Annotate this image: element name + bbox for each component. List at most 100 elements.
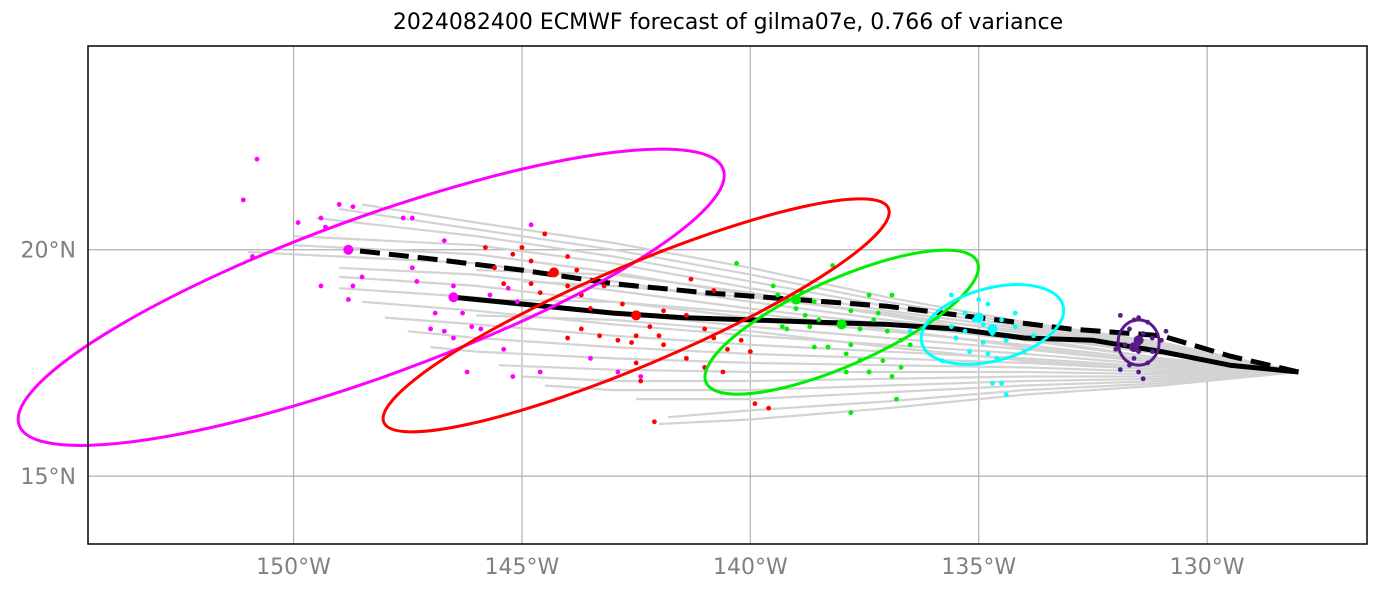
- member-dot: [779, 324, 785, 330]
- member-dot: [683, 355, 689, 361]
- member-dot: [894, 396, 899, 402]
- chart-title: 2024082400 ECMWF forecast of gilma07e, 0…: [392, 10, 1064, 35]
- member-dot: [889, 374, 895, 379]
- x-tick-label: 150°W: [256, 555, 331, 580]
- member-dot: [414, 279, 420, 284]
- member-dot: [615, 369, 621, 375]
- member-dot: [843, 369, 849, 375]
- member-dot: [702, 326, 708, 332]
- member-dot: [816, 317, 822, 323]
- member-dot: [254, 156, 260, 162]
- member-dot: [633, 360, 639, 366]
- member-positions: [240, 156, 1169, 425]
- plot-frame: [87, 45, 1368, 545]
- member-dot: [409, 215, 415, 221]
- member-dot: [843, 351, 849, 357]
- member-dot: [889, 292, 895, 298]
- member-dot: [793, 306, 799, 311]
- member-dot: [514, 299, 520, 305]
- member-dot: [537, 369, 543, 375]
- member-dot: [656, 333, 662, 339]
- member-dot: [345, 297, 351, 302]
- member-dot: [565, 335, 571, 341]
- member-dot: [501, 346, 507, 352]
- mean-dot: [631, 310, 642, 321]
- member-dot: [359, 274, 365, 280]
- y-tick-label: 15°N: [21, 465, 76, 490]
- member-dot: [747, 349, 753, 354]
- member-dot: [1003, 392, 1009, 397]
- member-dot: [1127, 326, 1132, 332]
- x-tick-label: 135°W: [941, 555, 1016, 580]
- member-dot: [528, 281, 534, 287]
- member-dot: [647, 324, 653, 330]
- member-dot: [629, 340, 634, 345]
- mean-dot: [448, 292, 459, 303]
- uncertainty-ellipse: [703, 248, 980, 396]
- member-dot: [601, 283, 607, 289]
- uncertainty-ellipse: [919, 283, 1066, 366]
- member-dot: [615, 337, 621, 343]
- member-dot: [638, 374, 644, 379]
- member-dot: [350, 204, 356, 210]
- member-dot: [1117, 367, 1123, 373]
- member-dot: [866, 292, 872, 298]
- member-dot: [588, 306, 593, 311]
- member-dot: [510, 251, 516, 257]
- y-tick-label: 20°N: [21, 239, 76, 264]
- member-dot: [451, 283, 456, 289]
- mean-dot: [343, 244, 354, 255]
- member-dot: [999, 317, 1004, 323]
- member-dot: [578, 326, 584, 332]
- member-dot: [775, 292, 781, 298]
- member-dot: [478, 326, 484, 332]
- ensemble-track: [521, 370, 1299, 383]
- member-dot: [460, 310, 465, 316]
- x-tick-label: 145°W: [485, 555, 560, 580]
- member-dot: [683, 312, 689, 318]
- member-dot: [825, 344, 831, 350]
- member-dot: [807, 324, 813, 330]
- x-axis: 150°W 145°W 140°W 135°W 130°W: [256, 555, 1245, 580]
- mean-dot: [548, 267, 559, 278]
- member-dot: [770, 283, 776, 289]
- member-dot: [501, 281, 507, 287]
- mean-dot: [791, 294, 802, 305]
- member-dot: [1149, 335, 1155, 341]
- member-dot: [711, 288, 717, 293]
- member-dot: [848, 342, 854, 348]
- mean-dot: [836, 319, 847, 330]
- member-dot: [469, 324, 475, 330]
- member-dot: [1149, 349, 1155, 354]
- member-dot: [802, 312, 808, 318]
- member-dot: [948, 292, 954, 298]
- member-dot: [967, 349, 972, 354]
- member-dot: [336, 202, 342, 207]
- member-dot: [1031, 333, 1036, 339]
- ensemble-track: [636, 370, 1299, 401]
- member-dot: [441, 328, 447, 334]
- member-dot: [528, 258, 534, 264]
- member-dot: [565, 283, 571, 289]
- mean-dot: [973, 312, 984, 323]
- member-dot: [1140, 376, 1146, 382]
- member-dot: [483, 245, 488, 250]
- member-dot: [661, 342, 666, 348]
- member-dot: [428, 326, 433, 332]
- uncertainty-ellipse: [381, 197, 891, 434]
- member-dot: [962, 328, 968, 334]
- member-dot: [1163, 328, 1169, 334]
- member-dot: [400, 215, 406, 221]
- uncertainty-ellipse: [1116, 318, 1161, 367]
- mean-track-dashed: [348, 247, 1300, 375]
- member-dot: [1140, 331, 1146, 336]
- member-dot: [1117, 312, 1123, 318]
- y-axis: 20°N 15°N: [21, 239, 76, 490]
- member-dot: [574, 267, 580, 273]
- member-dot: [985, 301, 991, 307]
- member-dot: [350, 283, 356, 289]
- member-dot: [752, 401, 758, 407]
- member-dot: [451, 335, 456, 341]
- member-dot: [884, 328, 890, 334]
